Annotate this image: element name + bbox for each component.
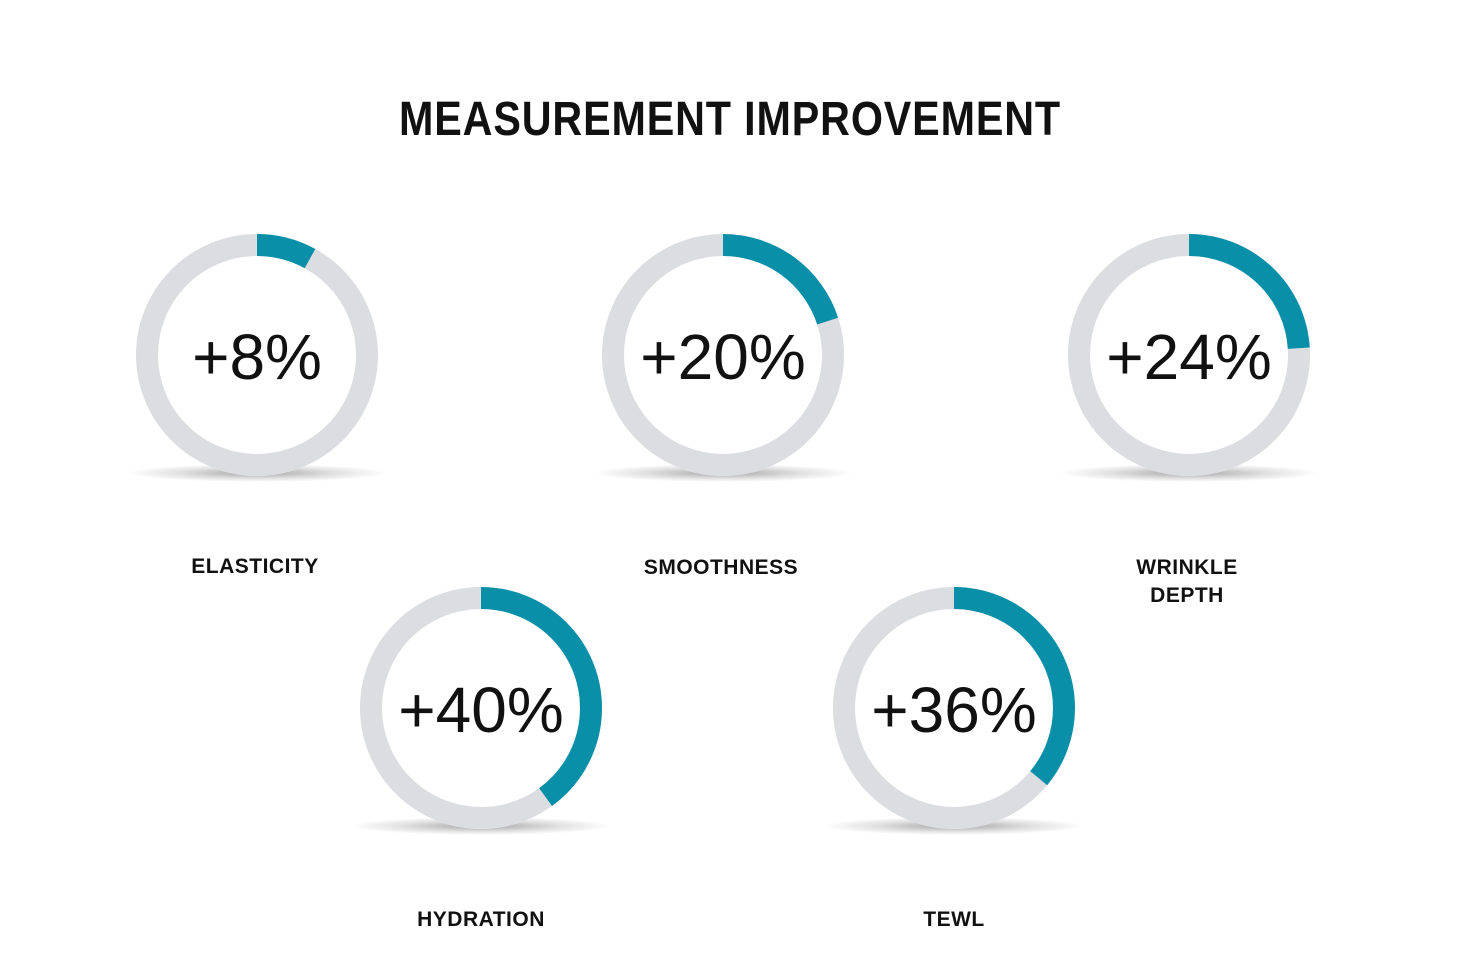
donut-value-label: +8% <box>192 321 322 393</box>
chart-title: MEASUREMENT IMPROVEMENT <box>399 93 1061 146</box>
donut-tewl: +36% <box>824 587 1084 835</box>
donut-arc <box>602 234 844 476</box>
donut-arc <box>1068 234 1310 476</box>
label-wrinkle-depth: WRINKLE DEPTH <box>1136 556 1238 607</box>
donut-value-label: +36% <box>871 674 1036 746</box>
donut-hydration: +40% <box>351 587 611 835</box>
label-smoothness: SMOOTHNESS <box>643 556 799 579</box>
donut-arc <box>136 234 378 476</box>
donut-arc <box>360 587 602 829</box>
label-tewl: TEWL <box>923 908 985 931</box>
donut-value-label: +40% <box>398 674 563 746</box>
label-hydration: HYDRATION <box>417 908 545 931</box>
label-elasticity: ELASTICITY <box>191 555 319 578</box>
donut-smoothness: +20% <box>593 234 853 482</box>
donut-value-label: +24% <box>1106 321 1271 393</box>
donut-wrinkle-depth: +24% <box>1059 234 1319 482</box>
donut-arc <box>833 587 1075 829</box>
donut-elasticity: +8% <box>127 234 387 482</box>
donut-value-label: +20% <box>640 321 805 393</box>
